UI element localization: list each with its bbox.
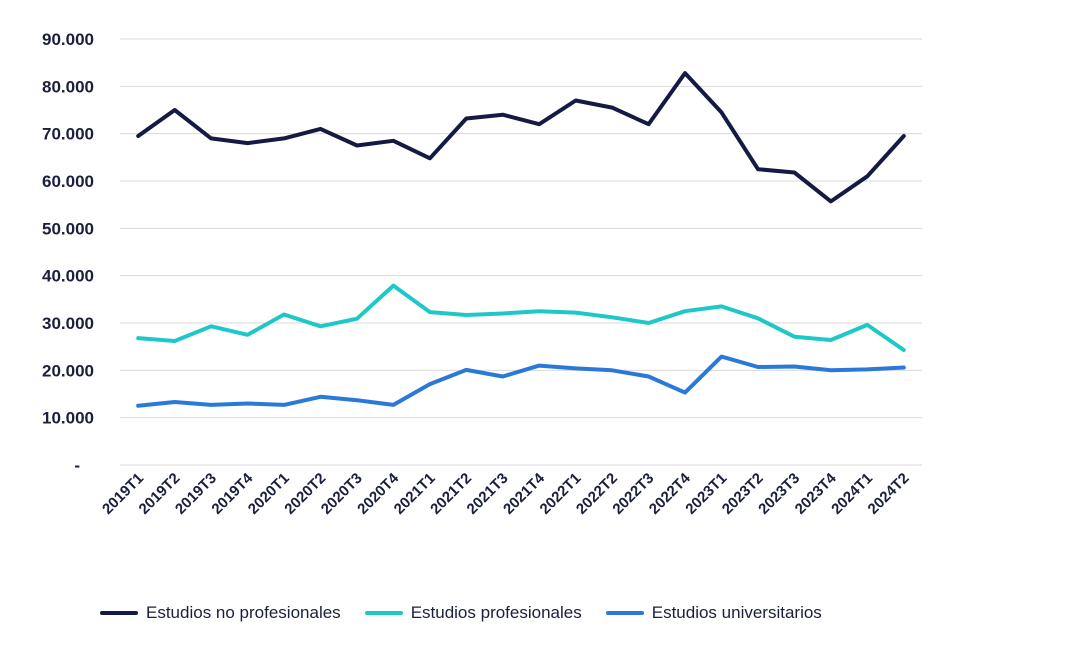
y-axis-ticks: - 10.000 20.000 30.000 40.000 50.000 60.000 70.… [42, 30, 94, 475]
y-tick-label: 80.000 [42, 77, 94, 96]
y-tick-label: 50.000 [42, 219, 94, 238]
legend-swatch-universitarios [605, 611, 644, 615]
series-line-1 [136, 283, 906, 352]
y-tick-label: 90.000 [42, 30, 94, 49]
legend-swatch-no-profesionales [100, 611, 138, 615]
y-tick-label: - [74, 456, 80, 475]
y-tick-label: 10.000 [42, 409, 94, 428]
y-tick-label: 40.000 [42, 267, 94, 286]
legend-label-no-profesionales: Estudios no profesionales [146, 603, 341, 622]
legend-label-profesionales: Estudios profesionales [410, 603, 582, 622]
series-line-0 [136, 71, 906, 204]
legend-label-universitarios: Estudios universitarios [651, 603, 822, 622]
x-tick-label: 2024T2 [865, 470, 913, 518]
x-axis-ticks: 2019T12019T22019T32019T42020T12020T22020… [99, 469, 913, 517]
y-tick-label: 20.000 [42, 361, 94, 380]
legend-item-profesionales: Estudios profesionales [364, 603, 582, 623]
legend-swatch-profesionales [364, 611, 403, 615]
legend-item-no-profesionales: Estudios no profesionales [100, 603, 341, 623]
y-tick-label: 70.000 [42, 125, 94, 144]
y-tick-label: 30.000 [42, 314, 94, 333]
legend: Estudios no profesionales Estudios profe… [100, 603, 846, 623]
series-lines [136, 71, 906, 408]
y-tick-label: 60.000 [42, 172, 94, 191]
legend-item-universitarios: Estudios universitarios [605, 603, 822, 623]
series-line-2 [136, 354, 906, 408]
grid-lines [120, 38, 922, 466]
